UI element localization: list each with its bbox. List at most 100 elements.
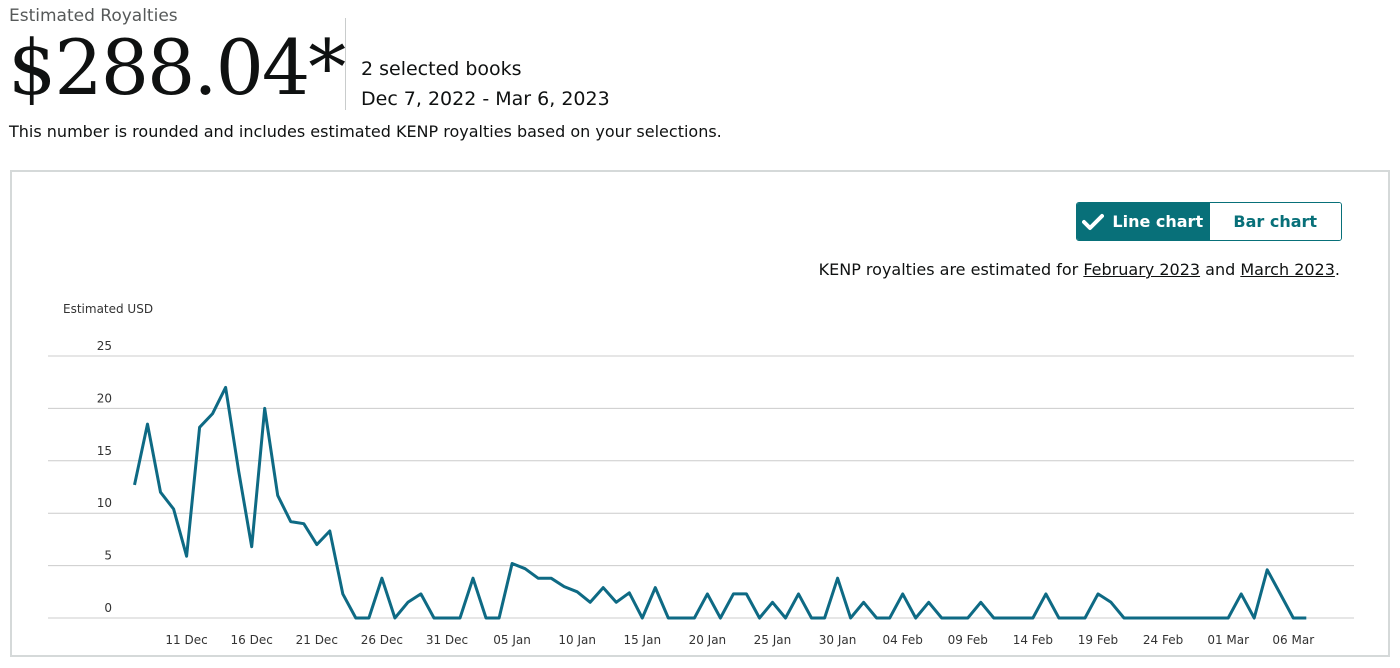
x-tick-label: 31 Dec	[426, 633, 468, 647]
data-point[interactable]	[796, 591, 802, 597]
data-point[interactable]	[418, 591, 424, 597]
data-point[interactable]	[600, 585, 606, 591]
data-point[interactable]	[1056, 615, 1062, 621]
data-point[interactable]	[1238, 591, 1244, 597]
data-point[interactable]	[1121, 615, 1127, 621]
data-point[interactable]	[783, 615, 789, 621]
data-point[interactable]	[809, 615, 815, 621]
data-point[interactable]	[822, 615, 828, 621]
data-point[interactable]	[652, 585, 658, 591]
february-2023-link[interactable]: February 2023	[1083, 260, 1201, 279]
data-point[interactable]	[444, 615, 450, 621]
data-point[interactable]	[1186, 615, 1192, 621]
data-point[interactable]	[1212, 615, 1218, 621]
data-point[interactable]	[457, 615, 463, 621]
data-point[interactable]	[1082, 615, 1088, 621]
data-point[interactable]	[379, 575, 385, 581]
bar-chart-button[interactable]: Bar chart	[1208, 203, 1341, 240]
data-point[interactable]	[561, 584, 567, 590]
data-point[interactable]	[639, 615, 645, 621]
data-point[interactable]	[366, 615, 372, 621]
data-point[interactable]	[548, 575, 554, 581]
data-point[interactable]	[952, 615, 958, 621]
data-point[interactable]	[1160, 615, 1166, 621]
data-point[interactable]	[301, 521, 307, 527]
x-tick-label: 14 Feb	[1013, 633, 1053, 647]
data-point[interactable]	[1004, 615, 1010, 621]
data-point[interactable]	[626, 590, 632, 596]
data-point[interactable]	[184, 553, 190, 559]
data-point[interactable]	[1173, 615, 1179, 621]
data-point[interactable]	[288, 519, 294, 525]
data-point[interactable]	[691, 615, 697, 621]
data-point[interactable]	[145, 421, 151, 427]
data-point[interactable]	[991, 615, 997, 621]
data-point[interactable]	[392, 615, 398, 621]
data-point[interactable]	[978, 599, 984, 605]
data-point[interactable]	[1030, 615, 1036, 621]
data-point[interactable]	[965, 615, 971, 621]
data-point[interactable]	[132, 482, 138, 488]
data-point[interactable]	[769, 599, 775, 605]
data-point[interactable]	[158, 489, 164, 495]
data-point[interactable]	[887, 615, 893, 621]
data-point[interactable]	[613, 599, 619, 605]
data-point[interactable]	[1147, 615, 1153, 621]
data-point[interactable]	[496, 615, 502, 621]
data-point[interactable]	[665, 615, 671, 621]
data-point[interactable]	[900, 591, 906, 597]
data-point[interactable]	[848, 615, 854, 621]
data-point[interactable]	[926, 599, 932, 605]
data-point[interactable]	[353, 615, 359, 621]
data-point[interactable]	[756, 615, 762, 621]
data-point[interactable]	[717, 615, 723, 621]
data-point[interactable]	[1290, 615, 1296, 621]
data-point[interactable]	[861, 599, 867, 605]
data-point[interactable]	[1095, 591, 1101, 597]
data-point[interactable]	[743, 591, 749, 597]
data-point[interactable]	[1264, 567, 1270, 573]
data-point[interactable]	[574, 589, 580, 595]
data-point[interactable]	[509, 561, 515, 567]
kenp-note-prefix: KENP royalties are estimated for	[818, 260, 1084, 279]
data-point[interactable]	[535, 575, 541, 581]
data-point[interactable]	[1251, 615, 1257, 621]
data-point[interactable]	[223, 384, 229, 390]
data-point[interactable]	[1134, 615, 1140, 621]
data-point[interactable]	[730, 591, 736, 597]
data-point[interactable]	[236, 468, 242, 474]
data-point[interactable]	[405, 599, 411, 605]
data-point[interactable]	[587, 599, 593, 605]
data-point[interactable]	[1303, 615, 1309, 621]
data-point[interactable]	[704, 591, 710, 597]
data-point[interactable]	[678, 615, 684, 621]
data-point[interactable]	[939, 615, 945, 621]
data-point[interactable]	[262, 405, 268, 411]
march-2023-link[interactable]: March 2023	[1240, 260, 1335, 279]
data-point[interactable]	[874, 615, 880, 621]
y-axis-label: Estimated USD	[63, 302, 153, 316]
data-point[interactable]	[483, 615, 489, 621]
data-point[interactable]	[340, 591, 346, 597]
data-point[interactable]	[1043, 591, 1049, 597]
data-point[interactable]	[327, 528, 333, 534]
data-point[interactable]	[522, 566, 528, 572]
line-chart-button[interactable]: Line chart	[1077, 203, 1209, 240]
data-point[interactable]	[1225, 615, 1231, 621]
data-point[interactable]	[210, 411, 216, 417]
data-point[interactable]	[913, 615, 919, 621]
data-point[interactable]	[835, 575, 841, 581]
data-point[interactable]	[1069, 615, 1075, 621]
data-point[interactable]	[249, 544, 255, 550]
data-point[interactable]	[1017, 615, 1023, 621]
data-point[interactable]	[197, 424, 203, 430]
data-point[interactable]	[275, 492, 281, 498]
data-point[interactable]	[1108, 599, 1114, 605]
data-point[interactable]	[431, 615, 437, 621]
data-point[interactable]	[470, 575, 476, 581]
x-tick-label: 15 Jan	[623, 633, 661, 647]
data-point[interactable]	[1277, 591, 1283, 597]
data-point[interactable]	[171, 506, 177, 512]
data-point[interactable]	[314, 542, 320, 548]
data-point[interactable]	[1199, 615, 1205, 621]
